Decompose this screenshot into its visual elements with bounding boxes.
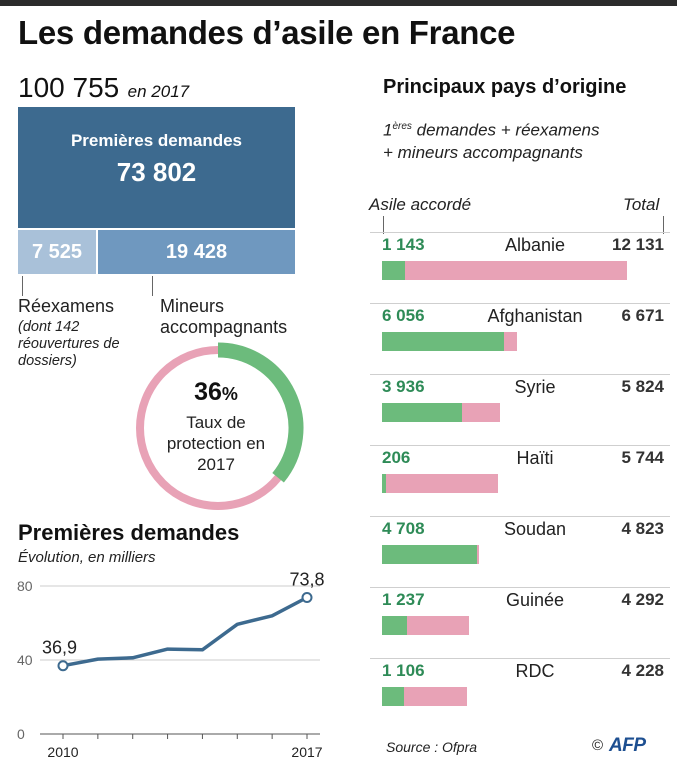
column-total-tick xyxy=(663,216,664,234)
subtitle-sup: ères xyxy=(392,121,412,132)
x-tick-label: 2017 xyxy=(291,744,322,760)
total-value: 5 824 xyxy=(621,377,664,396)
granted-bar xyxy=(382,545,478,564)
granted-value: 4 708 xyxy=(382,519,425,538)
reexamens-note: (dont 142 réouvertures de dossiers) xyxy=(18,319,120,369)
total-value: 4 228 xyxy=(621,661,664,680)
subtitle-part-a: 1 xyxy=(383,120,393,140)
row-separator xyxy=(370,445,670,446)
line-chart: 80 40 0 2010 2017 36,9 73,8 xyxy=(17,569,325,760)
country-name: Guinée xyxy=(505,590,565,610)
column-total-header: Total xyxy=(623,195,660,214)
reexamens-box: 7 525 xyxy=(18,230,96,274)
row-separator xyxy=(370,658,670,659)
total-value: 4 292 xyxy=(621,590,664,609)
granted-bar xyxy=(382,474,387,493)
protection-rate-label: Taux de protection en 2017 xyxy=(166,413,266,474)
country-row: 206 Haïti 5 744 xyxy=(370,445,670,517)
column-granted-tick xyxy=(383,216,384,234)
column-granted-header: Asile accordé xyxy=(369,195,472,214)
afp-logo: AFP xyxy=(609,735,646,756)
y-tick-label: 80 xyxy=(17,578,33,594)
subtitle-part-b: demandes + réexamens xyxy=(411,120,600,140)
y-tick-label: 0 xyxy=(17,726,25,742)
country-name: Albanie xyxy=(504,235,566,255)
row-separator xyxy=(370,587,670,588)
granted-value: 6 056 xyxy=(382,306,425,325)
total-year: en 2017 xyxy=(127,82,190,101)
row-separator xyxy=(370,374,670,375)
total-value: 6 671 xyxy=(621,306,664,325)
row-separator xyxy=(370,516,670,517)
mineurs-tick xyxy=(152,276,153,296)
total-bar xyxy=(382,474,498,493)
premieres-demandes-value: 73 802 xyxy=(116,157,197,187)
granted-value: 1 143 xyxy=(382,235,425,254)
copyright-symbol: © xyxy=(592,737,604,754)
data-point-marker xyxy=(301,591,313,603)
total-value: 100 755 xyxy=(18,72,120,103)
series-line xyxy=(62,595,308,668)
countries-title: Principaux pays d’origine xyxy=(383,76,627,98)
protection-donut xyxy=(136,342,304,510)
country-row: 1 237 Guinée 4 292 xyxy=(370,587,670,659)
granted-value: 1 106 xyxy=(382,661,425,680)
granted-value: 3 936 xyxy=(382,377,425,396)
protection-rate-symbol: % xyxy=(221,384,238,404)
country-name: Syrie xyxy=(514,377,556,397)
reexamens-label: Réexamens xyxy=(18,296,115,316)
reexamens-tick xyxy=(22,276,23,296)
line-chart-title: Premières demandes xyxy=(18,520,240,545)
country-name: Soudan xyxy=(503,519,567,539)
granted-bar xyxy=(382,616,407,635)
line-chart-subtitle: Évolution, en milliers xyxy=(18,549,156,566)
country-row: 6 056 Afghanistan 6 671 xyxy=(370,303,670,375)
country-name: Haïti xyxy=(516,448,554,468)
mineurs-label: Mineurs accompagnants xyxy=(160,296,288,337)
total-value: 12 131 xyxy=(612,235,664,254)
total-value: 4 823 xyxy=(621,519,664,538)
start-value-label: 36,9 xyxy=(42,638,77,658)
countries-subtitle: 1ères demandes + réexamens + mineurs acc… xyxy=(383,116,663,164)
donut-protected-arc xyxy=(217,342,304,483)
granted-bar xyxy=(382,261,406,280)
total-requests: 100 755 en 2017 xyxy=(18,72,189,104)
top-bar xyxy=(0,0,677,6)
y-tick-label: 40 xyxy=(17,652,33,668)
row-separator xyxy=(370,303,670,304)
granted-bar xyxy=(382,403,462,422)
protection-rate-value: 36 xyxy=(194,378,222,406)
total-value: 5 744 xyxy=(621,448,664,467)
end-value-label: 73,8 xyxy=(289,569,324,589)
country-row: 1 143 Albanie 12 131 xyxy=(370,232,670,304)
data-point-marker xyxy=(57,660,69,672)
country-row: 3 936 Syrie 5 824 xyxy=(370,374,670,446)
x-tick-label: 2010 xyxy=(47,744,78,760)
row-separator xyxy=(370,232,670,233)
granted-value: 206 xyxy=(382,448,411,467)
country-row: 4 708 Soudan 4 823 xyxy=(370,516,670,588)
country-name: RDC xyxy=(515,661,555,681)
country-name: Afghanistan xyxy=(487,306,583,326)
granted-value: 1 237 xyxy=(382,590,425,609)
source-note: Source : Ofpra xyxy=(386,739,478,755)
premieres-demandes-box: Premières demandes 73 802 xyxy=(18,107,295,228)
protection-rate: 36% xyxy=(150,378,282,407)
mineurs-box: 19 428 xyxy=(98,230,295,274)
granted-bar xyxy=(382,687,405,706)
subtitle-part-c: + mineurs accompagnants xyxy=(383,142,583,162)
total-bar xyxy=(382,261,627,280)
granted-bar xyxy=(382,332,505,351)
page-title: Les demandes d’asile en France xyxy=(18,14,516,51)
premieres-demandes-label: Premières demandes xyxy=(70,131,243,150)
country-row: 1 106 RDC 4 228 xyxy=(370,658,670,730)
